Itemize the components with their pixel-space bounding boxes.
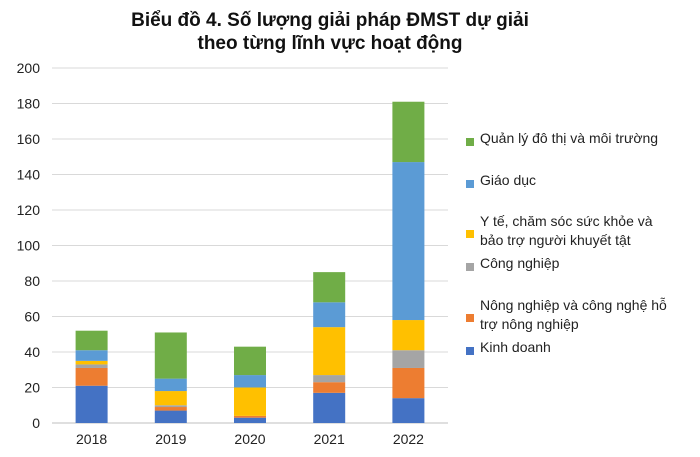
y-tick-label: 160 — [17, 131, 41, 147]
bar-segment — [75, 330, 108, 351]
y-tick-label: 80 — [24, 273, 40, 289]
legend-item: Y tế, chăm sóc sức khỏe và bảo trợ người … — [466, 213, 653, 248]
legend-swatch — [466, 347, 474, 355]
legend-label: bảo trợ người khuyết tật — [480, 232, 631, 248]
bar-segment — [154, 391, 187, 406]
bar-segment — [392, 101, 425, 163]
bars — [75, 101, 425, 423]
chart-title: Biểu đồ 4. Số lượng giải pháp ĐMST dự gi… — [131, 10, 529, 54]
x-tick-label: 2022 — [393, 431, 424, 447]
legend-item: Công nghiệp — [466, 255, 560, 271]
legend-label: Giáo dục — [480, 172, 536, 188]
y-tick-label: 200 — [17, 60, 41, 76]
bar-segment — [234, 417, 266, 423]
legend-label: Y tế, chăm sóc sức khỏe và — [480, 213, 653, 229]
legend-swatch — [466, 138, 474, 146]
bar-segment — [234, 387, 266, 416]
bar-segment — [154, 410, 187, 423]
bar-segment — [154, 332, 187, 379]
bar-segment — [234, 346, 266, 376]
bar-segment — [154, 378, 187, 392]
legend-item: Quản lý đô thị và môi trường — [466, 130, 658, 146]
x-axis-ticks: 2018 2019 2020 2021 2022 — [76, 431, 424, 447]
legend-label: Kinh doanh — [480, 339, 551, 355]
x-tick-label: 2019 — [155, 431, 186, 447]
bar-segment — [392, 350, 425, 368]
bar-segment — [392, 162, 425, 321]
x-tick-label: 2020 — [234, 431, 265, 447]
legend-item: Kinh doanh — [466, 339, 551, 355]
bar-segment — [75, 360, 108, 365]
bar-segment — [392, 398, 425, 423]
legend-label: trợ nông nghiệp — [480, 316, 579, 332]
x-tick-label: 2018 — [76, 431, 107, 447]
chart-title-line-2: theo từng lĩnh vực hoạt động — [198, 33, 463, 54]
y-tick-label: 0 — [32, 415, 40, 431]
legend: Quản lý đô thị và môi trường Giáo dục Y tế… — [466, 130, 667, 355]
legend-swatch — [466, 263, 474, 271]
y-tick-label: 140 — [17, 167, 41, 183]
bar-segment — [313, 375, 346, 383]
gridlines — [52, 67, 448, 424]
bar-segment — [75, 364, 108, 368]
y-tick-label: 60 — [24, 309, 40, 325]
bar-segment — [392, 320, 425, 351]
legend-swatch — [466, 230, 474, 238]
bar-segment — [392, 367, 425, 399]
y-tick-label: 120 — [17, 202, 41, 218]
bar-segment — [234, 375, 266, 388]
x-tick-label: 2021 — [314, 431, 345, 447]
legend-swatch — [466, 314, 474, 322]
bar-segment — [75, 367, 108, 386]
y-tick-label: 40 — [24, 344, 40, 360]
legend-label: Nông nghiệp và công nghệ hỗ — [480, 297, 667, 313]
y-axis-ticks: 0 20 40 60 80 100 120 140 160 180 200 — [17, 60, 41, 431]
legend-label: Công nghiệp — [480, 255, 560, 271]
bar-segment — [313, 382, 346, 393]
bar-segment — [154, 405, 187, 408]
legend-item: Giáo dục — [466, 172, 536, 188]
legend-swatch — [466, 180, 474, 188]
y-tick-label: 100 — [17, 238, 41, 254]
bar-segment — [75, 350, 108, 361]
y-tick-label: 180 — [17, 96, 41, 112]
bar-segment — [313, 392, 346, 423]
legend-label: Quản lý đô thị và môi trường — [480, 130, 658, 146]
bar-segment — [313, 272, 346, 303]
y-tick-label: 20 — [24, 380, 40, 396]
bar-segment — [313, 327, 346, 376]
bar-segment — [234, 415, 266, 418]
bar-segment — [313, 302, 346, 328]
legend-item: Nông nghiệp và công nghệ hỗ trợ nông nghi… — [466, 297, 667, 332]
chart-title-line-1: Biểu đồ 4. Số lượng giải pháp ĐMST dự gi… — [131, 10, 529, 31]
bar-segment — [154, 407, 187, 411]
bar-segment — [75, 385, 108, 423]
